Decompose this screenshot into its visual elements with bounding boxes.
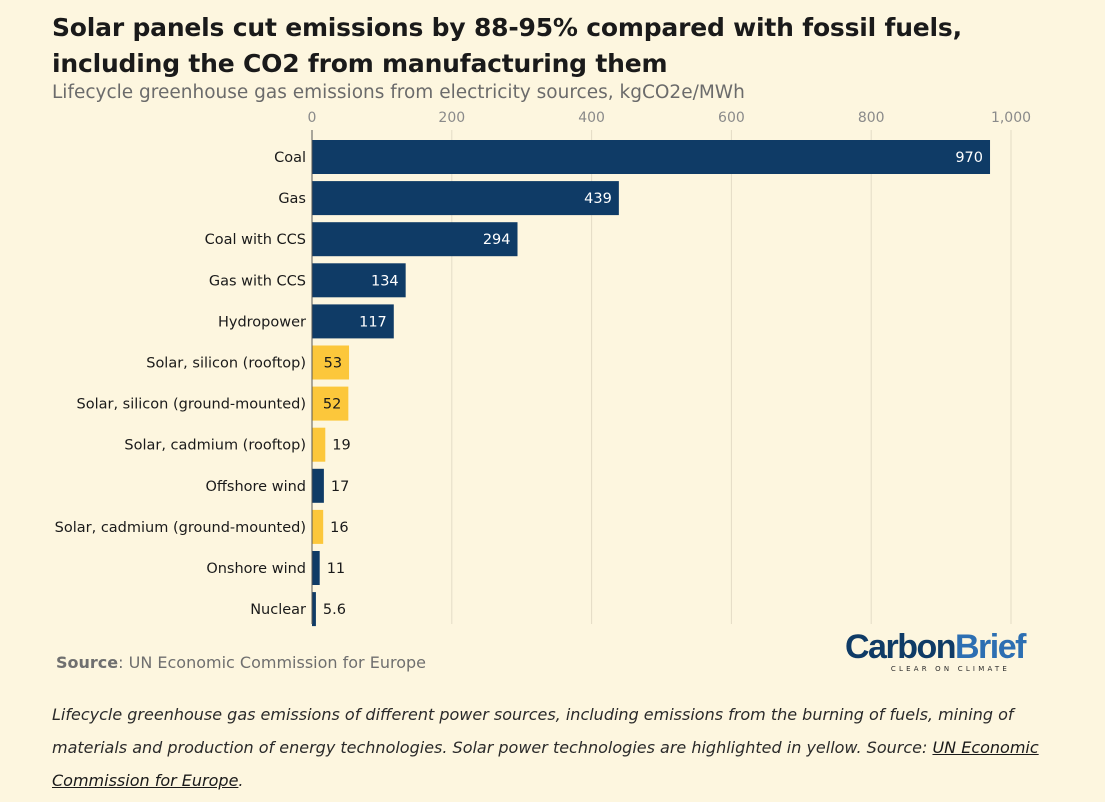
category-label: Gas with CCS — [209, 273, 306, 289]
category-label: Onshore wind — [206, 561, 306, 577]
bar — [312, 345, 350, 380]
caption-source-suffix: . — [238, 771, 244, 790]
data-label: 970 — [955, 150, 983, 166]
bar — [312, 263, 406, 298]
category-label: Solar, silicon (ground-mounted) — [77, 397, 307, 413]
data-label: 53 — [324, 356, 342, 372]
data-label: 17 — [331, 479, 349, 495]
category-label: Coal with CCS — [205, 232, 306, 248]
bar — [312, 386, 349, 421]
x-tick-label: 1,000 — [991, 110, 1031, 126]
category-label: Coal — [274, 150, 306, 166]
category-label: Nuclear — [250, 602, 306, 618]
data-label: 19 — [332, 438, 350, 454]
bar — [312, 427, 326, 462]
data-label: 52 — [323, 397, 341, 413]
logo-wordmark: CarbonBrief — [845, 628, 1026, 666]
x-tick-label: 400 — [578, 110, 605, 126]
chart-title: Solar panels cut emissions by 88-95% com… — [52, 13, 962, 78]
category-label: Solar, cadmium (rooftop) — [124, 438, 306, 454]
x-tick-label: 0 — [308, 110, 317, 126]
category-label: Solar, cadmium (ground-mounted) — [55, 520, 306, 536]
category-label: Hydropower — [218, 314, 306, 330]
bar-chart: 0 200 400 600 800 1,000 Coal 970 Gas 439 Coal with… — [55, 110, 1031, 627]
caption-text: Lifecycle greenhouse gas emissions of di… — [52, 705, 1014, 757]
source-text: : UN Economic Commission for Europe — [118, 653, 426, 672]
category-label: Gas — [278, 191, 306, 207]
data-label: 117 — [359, 314, 387, 330]
logo-tagline: CLEAR ON CLIMATE — [890, 665, 1010, 673]
source-note: Source: UN Economic Commission for Europ… — [56, 653, 426, 672]
chart-subtitle: Lifecycle greenhouse gas emissions from … — [52, 82, 745, 103]
figure-caption: Lifecycle greenhouse gas emissions of di… — [52, 698, 1072, 797]
bar — [312, 551, 320, 585]
bar — [312, 140, 991, 174]
logo-part-carbon: Carbon — [845, 628, 957, 666]
bar — [312, 181, 619, 216]
data-label: 294 — [483, 232, 511, 248]
carbonbrief-logo[interactable]: CarbonBrief CLEAR ON CLIMATE — [845, 628, 1026, 673]
logo-part-brief: Brief — [955, 628, 1026, 666]
data-label: 11 — [327, 561, 345, 577]
category-label: Offshore wind — [206, 479, 306, 495]
x-tick-label: 600 — [718, 110, 745, 126]
category-label: Solar, silicon (rooftop) — [146, 356, 306, 372]
caption-source-prefix: Source: — [866, 738, 933, 757]
x-tick-label: 200 — [438, 110, 465, 126]
bar — [312, 592, 316, 627]
source-label: Source — [56, 653, 119, 672]
bar — [312, 509, 324, 544]
data-label: 439 — [584, 191, 612, 207]
data-label: 16 — [330, 520, 348, 536]
bar — [312, 304, 394, 339]
bar — [312, 468, 324, 503]
x-tick-label: 800 — [858, 110, 885, 126]
bar — [312, 222, 518, 257]
data-label: 5.6 — [323, 602, 346, 618]
data-label: 134 — [371, 273, 399, 289]
caption-source-link[interactable]: UN Economic Commission for Europe — [52, 738, 1039, 790]
